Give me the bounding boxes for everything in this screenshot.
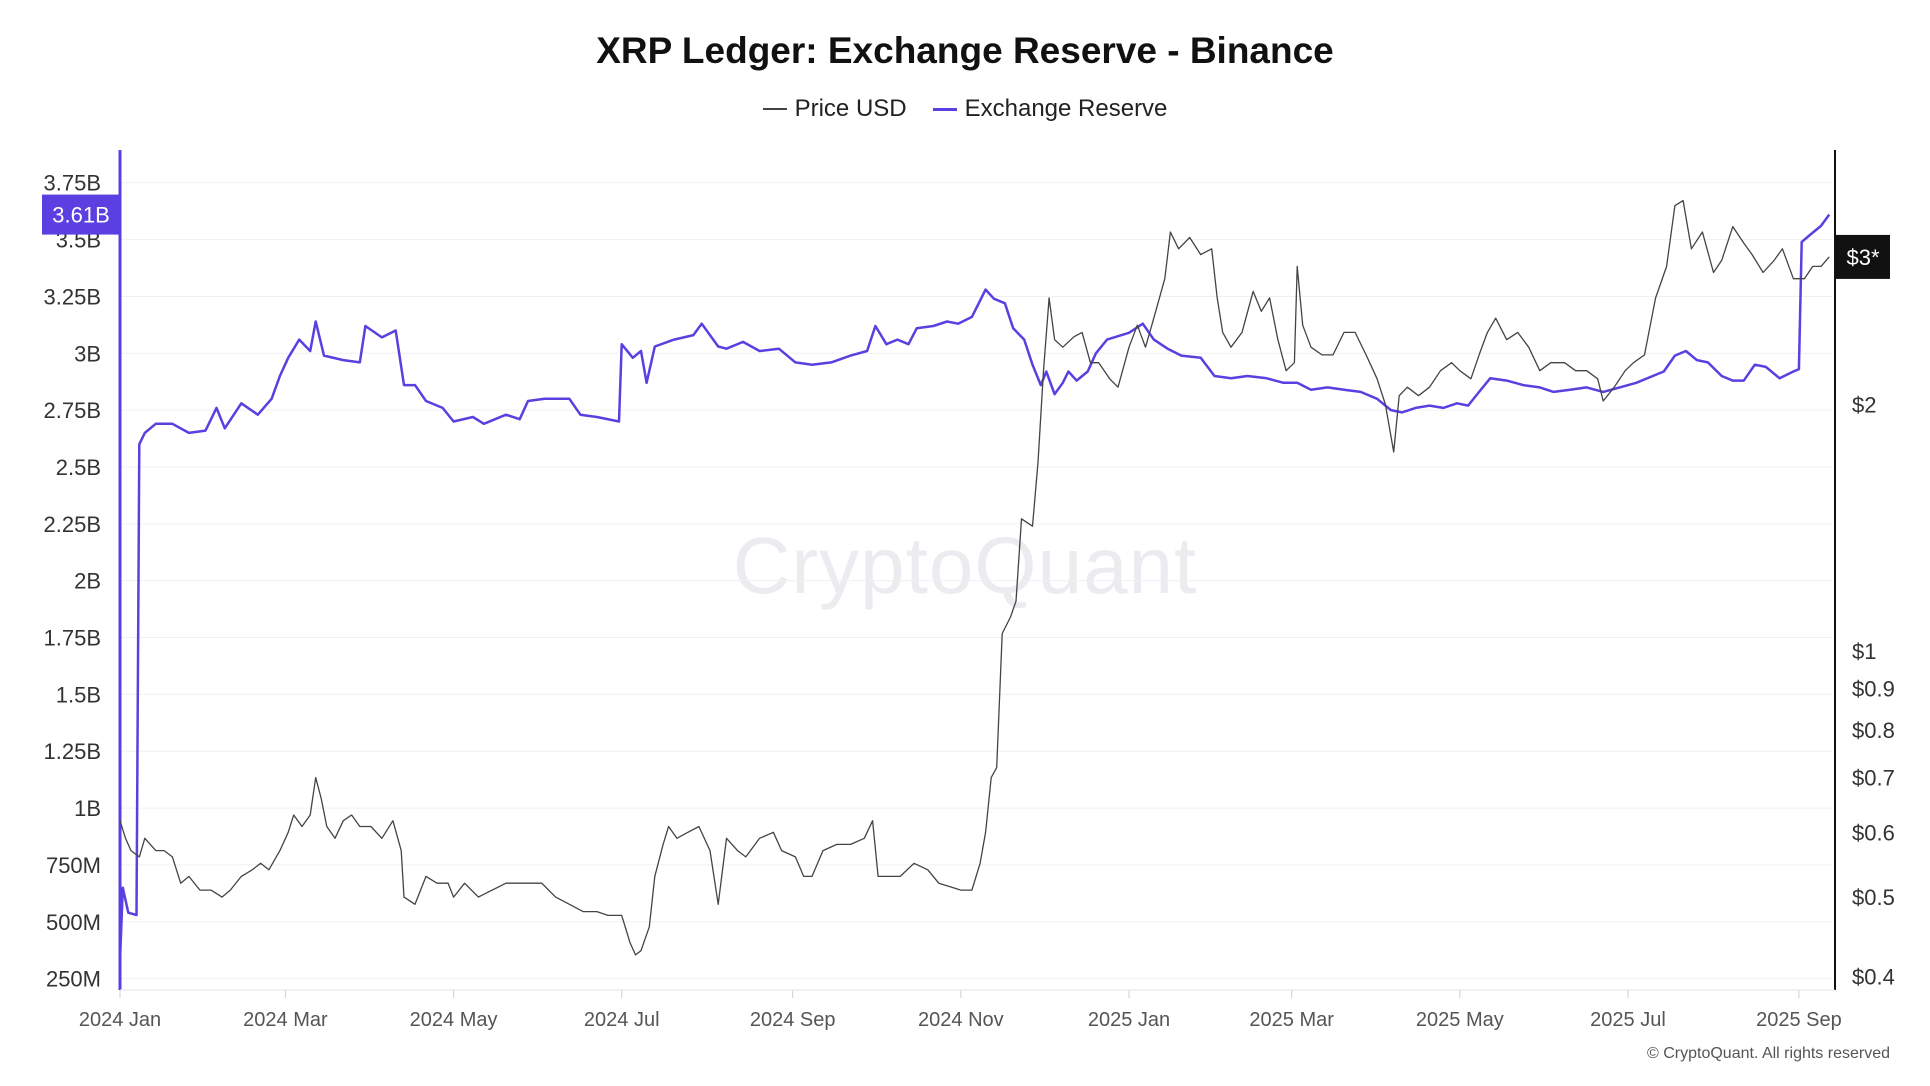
legend-label-price: Price USD: [794, 95, 907, 122]
legend-label-reserve: Exchange Reserve: [964, 95, 1168, 122]
y-left-tick-label: 2.25B: [44, 512, 102, 537]
y-right-tick-label: $1: [1852, 639, 1876, 664]
copyright-notice: © CryptoQuant. All rights reserved: [1647, 1045, 1890, 1062]
x-tick-label: 2025 Jan: [1088, 1009, 1170, 1031]
y-right-tick-label: $0.9: [1852, 676, 1895, 701]
y-left-tick-label: 1.5B: [56, 682, 101, 707]
legend-item-price[interactable]: Price USD: [762, 95, 907, 123]
current-price-badge: [1836, 234, 1890, 279]
y-left-tick-label: 2.75B: [44, 398, 102, 423]
y-right-tick-label: $0.5: [1852, 885, 1895, 910]
y-left-tick-label: 3.25B: [44, 284, 102, 309]
current-reserve-badge: [42, 194, 120, 235]
y-right-tick-label: $2: [1852, 393, 1876, 418]
legend-item-reserve[interactable]: Exchange Reserve: [932, 95, 1168, 123]
x-tick-label: 2025 Mar: [1249, 1009, 1334, 1031]
y-left-tick-label: 2B: [74, 569, 101, 594]
y-left-tick-label: 1B: [74, 796, 101, 821]
y-left-tick-label: 750M: [46, 853, 101, 878]
x-tick-label: 2024 Sep: [750, 1009, 836, 1031]
y-left-tick-label: 3B: [74, 341, 101, 366]
y-left-tick-label: 1.25B: [44, 739, 102, 764]
legend-swatch-reserve: [932, 107, 957, 111]
current-price-label: $3*: [1846, 245, 1879, 270]
x-tick-label: 2024 Mar: [243, 1009, 328, 1031]
y-left-tick-label: 3.75B: [44, 171, 102, 196]
x-tick-label: 2024 May: [410, 1009, 498, 1031]
watermark: CryptoQuant: [732, 521, 1198, 610]
y-right-tick-label: $0.4: [1852, 964, 1895, 989]
y-left-tick-label: 2.5B: [56, 455, 101, 480]
y-right-tick-label: $0.7: [1852, 766, 1895, 791]
x-tick-label: 2024 Jul: [584, 1009, 660, 1031]
series-line-price-usd: [119, 199, 1830, 956]
legend-swatch-price: [762, 108, 787, 110]
x-tick-label: 2025 Jul: [1590, 1009, 1666, 1031]
legend: Price USD Exchange Reserve: [0, 95, 1930, 123]
series-line-exchange-reserve: [118, 213, 1831, 961]
x-tick-label: 2024 Nov: [918, 1009, 1004, 1031]
chart-title: XRP Ledger: Exchange Reserve - Binance: [596, 30, 1334, 71]
x-tick-label: 2024 Jan: [79, 1009, 161, 1031]
x-tick-label: 2025 Sep: [1756, 1009, 1842, 1031]
y-left-tick-label: 1.75B: [44, 626, 102, 651]
y-right-tick-label: $0.6: [1852, 820, 1895, 845]
x-tick-label: 2025 May: [1416, 1009, 1504, 1031]
y-left-tick-label: 250M: [46, 967, 101, 992]
y-right-tick-label: $0.8: [1852, 718, 1895, 743]
y-left-tick-label: 500M: [46, 910, 101, 935]
current-reserve-label: 3.61B: [52, 203, 110, 228]
